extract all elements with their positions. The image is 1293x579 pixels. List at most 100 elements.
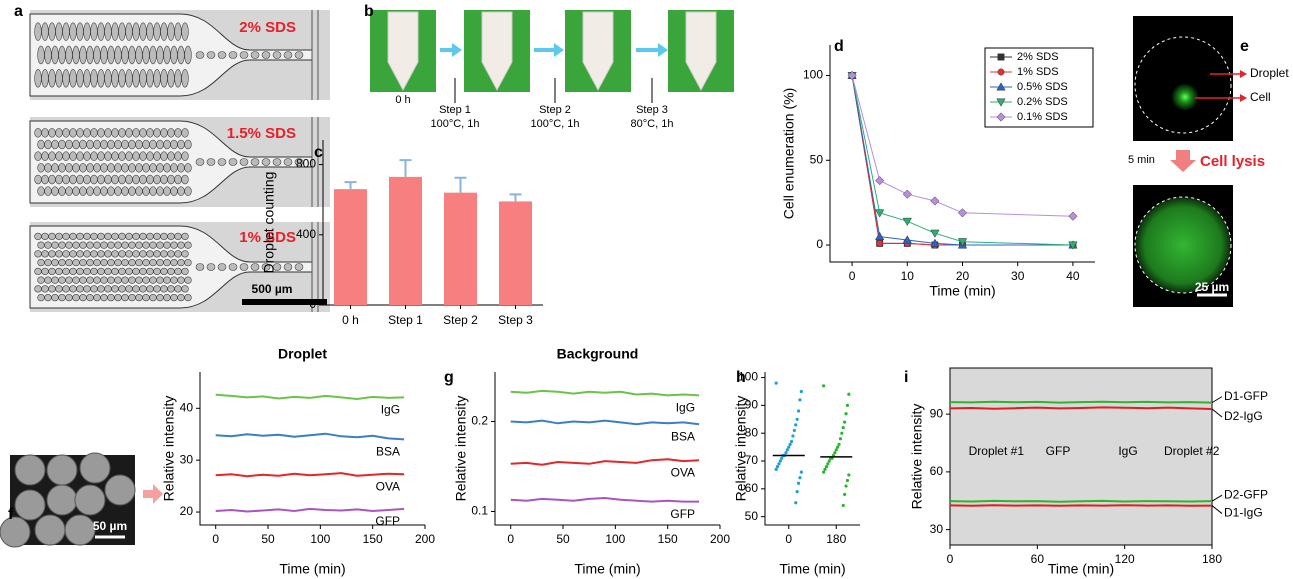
droplet bbox=[142, 241, 150, 249]
bar bbox=[444, 192, 477, 305]
droplet bbox=[69, 267, 77, 276]
droplet bbox=[48, 22, 56, 41]
droplet bbox=[14, 454, 46, 486]
droplet bbox=[44, 293, 52, 302]
droplet bbox=[125, 232, 133, 241]
x-tick-label: 0 bbox=[947, 552, 954, 566]
droplet bbox=[181, 22, 189, 41]
label-leader bbox=[1211, 408, 1223, 418]
droplet bbox=[83, 267, 91, 276]
droplet bbox=[83, 69, 91, 88]
droplet bbox=[167, 232, 175, 241]
droplet bbox=[170, 45, 178, 65]
droplet bbox=[174, 285, 182, 293]
droplet bbox=[58, 186, 66, 196]
droplet bbox=[48, 267, 56, 276]
droplet bbox=[142, 139, 150, 150]
chart-title: Droplet bbox=[278, 346, 327, 362]
droplet bbox=[51, 258, 59, 267]
droplet bbox=[111, 151, 119, 161]
droplet bbox=[139, 267, 147, 276]
point bbox=[837, 442, 841, 446]
droplet bbox=[206, 51, 216, 59]
annotation: Droplet #2 bbox=[1164, 444, 1220, 458]
droplet bbox=[156, 276, 164, 284]
droplet bbox=[69, 128, 77, 138]
point bbox=[844, 484, 848, 488]
droplet bbox=[58, 45, 66, 65]
droplet bbox=[79, 139, 87, 150]
droplet bbox=[72, 139, 80, 150]
droplet bbox=[37, 163, 45, 173]
y-tick-label: 60 bbox=[930, 464, 944, 478]
label-leader bbox=[1211, 494, 1223, 502]
droplet bbox=[114, 45, 122, 65]
droplet bbox=[90, 22, 98, 41]
point bbox=[798, 398, 802, 402]
panel-letters: a b c d e f g h i bbox=[8, 3, 1249, 523]
axes bbox=[829, 45, 1095, 263]
droplet bbox=[184, 241, 192, 249]
marker bbox=[930, 229, 940, 238]
droplet bbox=[149, 293, 157, 302]
panel-letter: c bbox=[314, 144, 323, 161]
y-tick-label: 0 bbox=[309, 297, 316, 311]
point bbox=[827, 459, 831, 463]
droplet bbox=[65, 293, 73, 302]
droplet bbox=[37, 139, 45, 150]
droplet bbox=[76, 128, 84, 138]
droplet bbox=[111, 285, 119, 293]
bar bbox=[499, 201, 532, 305]
series-label: D1-IgG bbox=[1224, 506, 1263, 520]
droplet bbox=[93, 163, 101, 173]
droplet bbox=[167, 151, 175, 161]
point bbox=[822, 470, 826, 474]
series-line bbox=[851, 75, 1073, 246]
droplet bbox=[65, 163, 73, 173]
droplet bbox=[79, 241, 87, 249]
droplet bbox=[107, 241, 115, 249]
arrowhead bbox=[1240, 70, 1247, 102]
droplet bbox=[135, 293, 143, 302]
droplet bbox=[69, 69, 77, 88]
droplet bbox=[90, 69, 98, 88]
droplet bbox=[51, 276, 59, 284]
droplet bbox=[149, 276, 157, 284]
series-line bbox=[949, 400, 1213, 404]
droplet bbox=[132, 285, 140, 293]
droplet bbox=[283, 263, 293, 271]
droplet bbox=[125, 285, 133, 293]
droplet bbox=[48, 69, 56, 88]
x-tick-label: 30 bbox=[1011, 269, 1025, 283]
step-label: Step 3 bbox=[636, 104, 668, 116]
series-line bbox=[510, 496, 700, 503]
droplet bbox=[261, 51, 271, 59]
y-tick-label: 90 bbox=[930, 406, 944, 420]
droplet bbox=[156, 139, 164, 150]
droplet bbox=[62, 69, 70, 88]
droplet bbox=[174, 250, 182, 258]
droplet bbox=[294, 158, 304, 166]
droplet bbox=[104, 250, 112, 258]
x-axis-label: Time (min) bbox=[574, 561, 640, 577]
droplet bbox=[46, 454, 78, 486]
droplet bbox=[107, 186, 115, 196]
cell-label: Cell bbox=[1250, 90, 1271, 104]
legend-box bbox=[984, 47, 1094, 128]
droplet bbox=[65, 276, 73, 284]
y-tick-label: 20 bbox=[180, 504, 194, 518]
time-label: 5 min bbox=[1128, 154, 1155, 166]
droplet bbox=[34, 69, 42, 88]
droplet bbox=[174, 151, 182, 161]
droplet bbox=[51, 163, 59, 173]
droplet bbox=[142, 45, 150, 65]
droplet bbox=[97, 151, 105, 161]
droplet bbox=[58, 139, 66, 150]
droplet bbox=[97, 250, 105, 258]
droplet bbox=[272, 158, 282, 166]
droplet bbox=[146, 22, 154, 41]
droplet bbox=[90, 174, 98, 185]
droplet bbox=[125, 128, 133, 138]
droplet bbox=[114, 293, 122, 302]
droplet bbox=[41, 232, 49, 241]
